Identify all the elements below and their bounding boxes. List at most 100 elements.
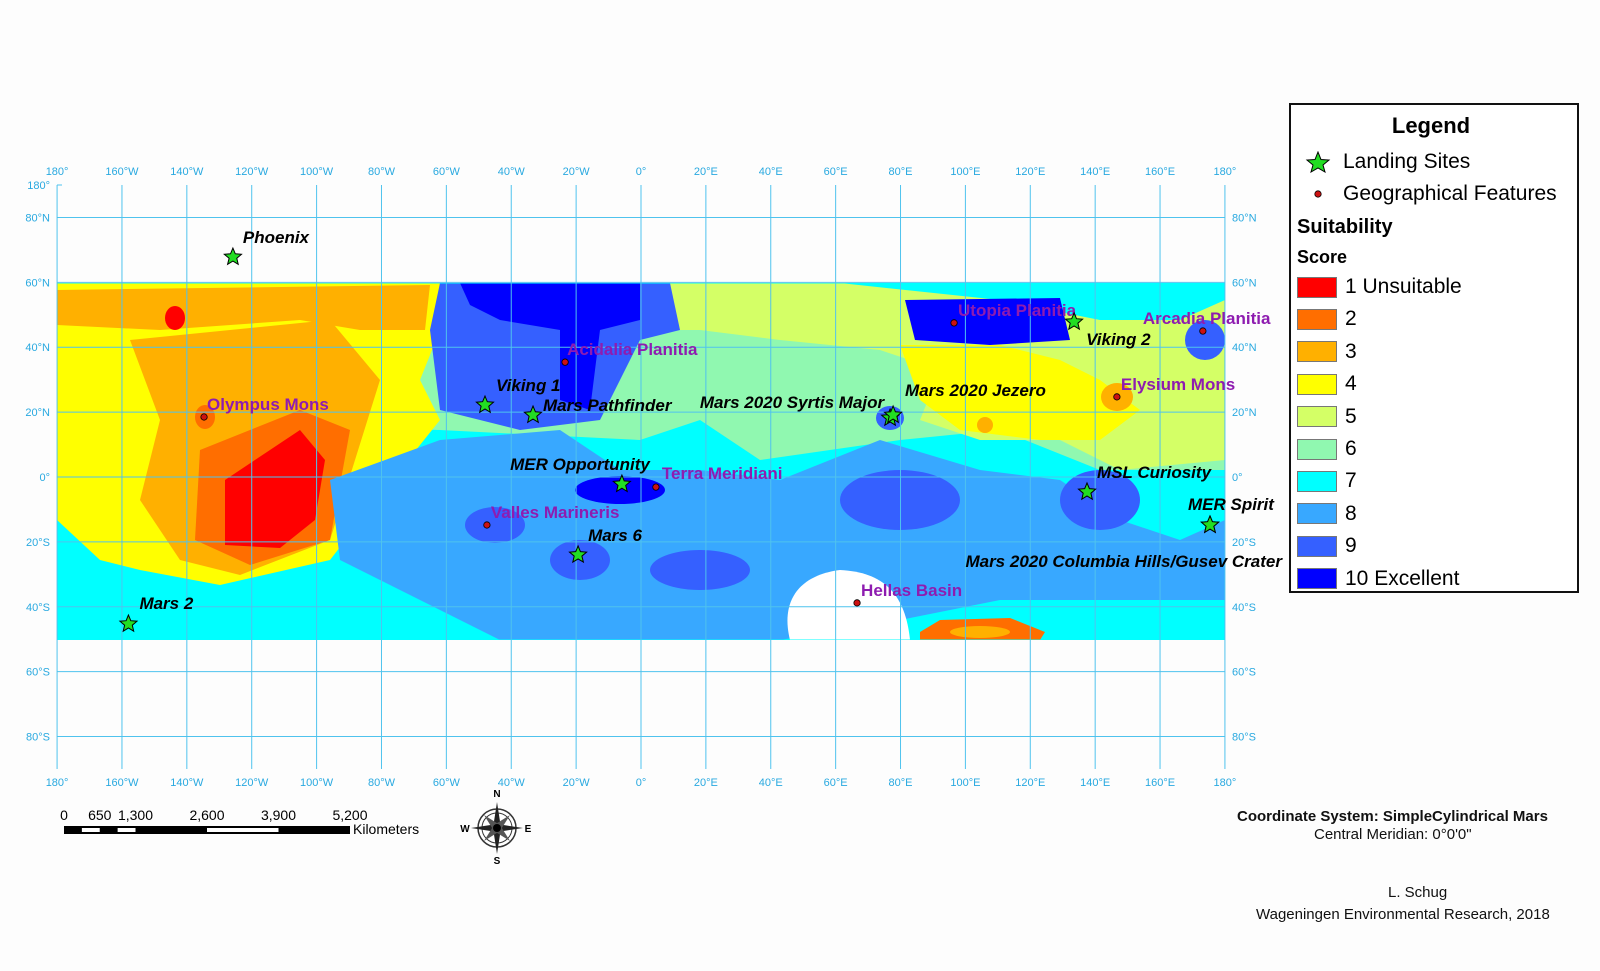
legend-class-label: 1 Unsuitable [1345,275,1462,298]
compass-s: S [494,856,501,867]
legend-swatch [1297,276,1337,298]
landing-site-label: Viking 1 [496,376,561,395]
landing-site-label: Mars 6 [588,526,642,545]
landing-site-star-icon [1200,514,1220,534]
legend-swatch [1297,470,1337,492]
feature-label: Valles Marineris [491,503,620,522]
lat-label-left: 60°S [26,667,50,679]
star-icon [1305,151,1331,173]
score-10-region [560,330,600,410]
legend-swatch [1297,341,1337,363]
landing-site-star-icon [883,404,903,424]
compass-e: E [525,824,532,835]
landing-site-label: Mars 2020 Syrtis Major [700,393,886,412]
lon-label-bottom: 40°E [759,777,783,789]
lon-label-bottom: 60°E [824,777,848,789]
lon-label-top: 140°W [170,166,204,178]
landing-site-star-icon [1077,481,1097,501]
feature-dot-icon [200,413,208,421]
lon-label-top: 120°E [1015,166,1045,178]
map-points: Olympus Mons Acidalia Planitia Valles Mari… [118,228,1283,633]
score-3-region [57,285,430,330]
lon-label-bottom: 80°E [889,777,913,789]
lon-label-bottom: 0° [636,777,647,789]
score-10-region [575,476,665,504]
score-1-region [225,430,325,548]
lon-label-top: 180° [1214,166,1237,178]
legend-class-label: 9 [1345,534,1357,558]
lat-label-left: 80°S [26,732,50,744]
legend-swatch [1297,503,1337,525]
landing-site-label: MSL Curiosity [1097,463,1213,482]
score-9-region [1060,470,1140,530]
legend-landing-sites-label: Landing Sites [1343,150,1471,173]
score-3-region [977,417,993,433]
legend-class-7: 7 [1297,469,1357,493]
legend-class-1: 1 Unsuitable [1297,275,1462,299]
lon-label-bottom: 120°W [235,777,269,789]
lon-label-top: 140°E [1080,166,1110,178]
lat-label-left: 0° [39,472,50,484]
feature-dot-icon [1113,393,1121,401]
lon-label-top: 100°W [300,166,334,178]
score-9-region [650,550,750,590]
feature-dot-icon [652,483,660,491]
legend: Legend Landing Sites Geographical Featur… [1289,103,1579,593]
graticule [56,184,1226,769]
lat-label-left: 40°S [26,602,50,614]
lon-label-bottom: 140°W [170,777,204,789]
lat-label-right: 80°S [1232,732,1256,744]
feature-dot-icon [1199,327,1207,335]
scale-tick-label: 0 [60,807,68,823]
lon-label-top: 40°E [759,166,783,178]
legend-landing-sites: Landing Sites [1305,150,1470,174]
compass-w: W [460,824,470,835]
lon-label-bottom: 160°E [1145,777,1175,789]
lon-label-bottom: 140°E [1080,777,1110,789]
lon-label-bottom: 180° [46,777,69,789]
feature-label: Elysium Mons [1121,375,1235,394]
lon-label-bottom: 80°W [368,777,396,789]
legend-swatch [1297,406,1337,428]
legend-swatch [1297,568,1337,590]
lon-label-bottom: 100°W [300,777,334,789]
feature-dot-icon [853,599,861,607]
legend-class-label: 4 [1345,372,1357,396]
legend-class-9: 9 [1297,534,1357,558]
scale-tick-label: 5,200 [332,807,367,823]
legend-suitability: Suitability [1297,216,1393,238]
legend-class-label: 5 [1345,404,1357,428]
scale-bar-segment [207,828,279,832]
landing-site-label: MER Opportunity [510,455,651,474]
lat-label-left: 20°N [25,407,50,419]
central-meridian: Central Meridian: 0°0'0" [1314,826,1472,843]
legend-swatch [1297,308,1337,330]
score-9-region [465,507,525,543]
score-9-region [840,470,960,530]
legend-class-label: 3 [1345,339,1357,363]
lat-label-right: 40°N [1232,342,1257,354]
lat-label-right: 20°N [1232,407,1257,419]
landing-site-label: Mars 2020 Columbia Hills/Gusev Crater [965,552,1283,571]
lon-label-top: 160°E [1145,166,1175,178]
landing-site-label: Mars 2020 Jezero [905,381,1046,400]
lon-label-top: 40°W [498,166,526,178]
landing-site-star-icon [523,404,543,424]
landing-site-star-icon [1064,311,1084,331]
feature-label: Hellas Basin [861,581,962,600]
legend-class-5: 5 [1297,405,1357,429]
feature-label: Acidalia Planitia [567,340,698,359]
lat-label-left: 40°N [25,342,50,354]
lat-label-right: 60°N [1232,277,1257,289]
landing-site-label: Phoenix [243,228,311,247]
scale-bar-segment [81,828,100,832]
lon-label-top: 20°W [563,166,591,178]
legend-title: Legend [1391,113,1471,138]
legend-class-label: 8 [1345,501,1357,525]
score-9-region [1185,320,1225,360]
compass-n: N [493,789,500,800]
north-arrow-icon: N S W E [460,789,531,867]
score-1-region [165,306,185,330]
landing-site-star-icon [568,544,588,564]
lon-label-top: 160°W [105,166,139,178]
